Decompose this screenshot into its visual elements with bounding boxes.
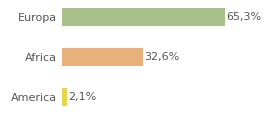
Text: 65,3%: 65,3%: [226, 12, 262, 22]
Bar: [62, 48, 143, 66]
Text: 2,1%: 2,1%: [68, 92, 96, 102]
Text: 32,6%: 32,6%: [144, 52, 180, 62]
Bar: [62, 8, 225, 26]
Bar: [62, 88, 67, 106]
